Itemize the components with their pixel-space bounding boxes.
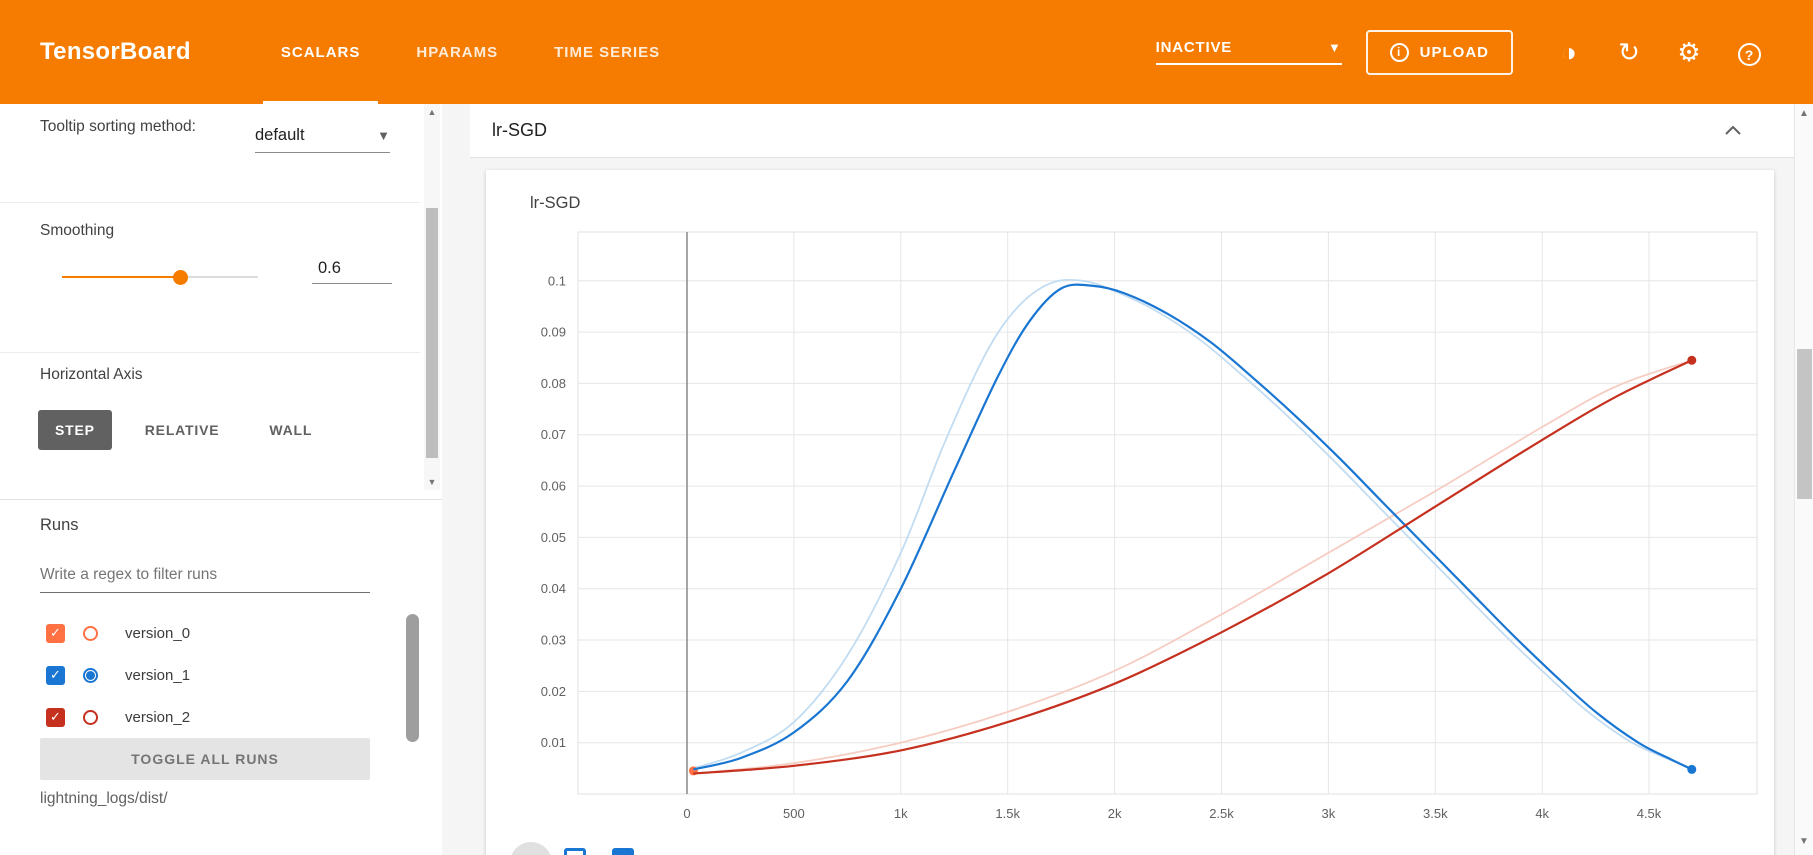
svg-text:0.02: 0.02 — [541, 684, 566, 699]
smoothing-slider-fill — [62, 276, 180, 278]
run-radio[interactable] — [83, 625, 98, 641]
run-row: ✓ version_0 — [0, 612, 420, 654]
svg-text:1k: 1k — [894, 806, 908, 821]
scalar-section-header[interactable]: lr-SGD — [470, 104, 1794, 158]
divider — [0, 202, 420, 203]
run-checkbox[interactable]: ✓ — [46, 707, 65, 727]
toggle-all-runs-button[interactable]: TOGGLE ALL RUNS — [40, 738, 370, 780]
run-row: ✓ version_2 — [0, 696, 420, 738]
question-mark-icon: ? — [1737, 43, 1761, 67]
main-tabs: SCALARS HPARAMS TIME SERIES — [253, 0, 688, 104]
svg-text:500: 500 — [783, 806, 805, 821]
chevron-down-icon: ▼ — [377, 128, 390, 143]
svg-text:0.04: 0.04 — [541, 581, 566, 596]
brightness-icon[interactable]: ◑ — [1561, 37, 1577, 67]
smoothing-value-input[interactable]: 0.6 — [312, 254, 392, 284]
run-radio[interactable] — [83, 667, 98, 683]
chart-toolbar-run-icon[interactable] — [510, 842, 552, 855]
log-directory-label: lightning_logs/dist/ — [40, 790, 168, 807]
axis-button-relative[interactable]: RELATIVE — [128, 410, 237, 450]
data-status-value: INACTIVE — [1155, 39, 1233, 56]
chart-title: lr-SGD — [530, 194, 581, 212]
tab-hparams[interactable]: HPARAMS — [416, 43, 499, 61]
scroll-down-icon[interactable]: ▼ — [1799, 836, 1809, 847]
tooltip-sorting-value: default — [255, 126, 305, 144]
chevron-down-icon: ▼ — [1327, 40, 1342, 55]
svg-text:0.03: 0.03 — [541, 633, 566, 648]
chevron-up-icon — [1725, 125, 1741, 135]
svg-text:0.05: 0.05 — [541, 530, 566, 545]
settings-scrollbar-thumb[interactable] — [426, 208, 438, 458]
horizontal-axis-label: Horizontal Axis — [40, 366, 143, 383]
scroll-down-icon[interactable]: ▼ — [427, 477, 437, 487]
main-content: lr-SGD lr-SGD 0.01 0.02 0.03 0.04 0.05 0.06 0.… — [470, 104, 1794, 855]
svg-text:4k: 4k — [1535, 806, 1549, 821]
upload-button-label: UPLOAD — [1419, 43, 1489, 61]
runs-scrollbar-thumb[interactable] — [406, 614, 419, 742]
svg-text:0.1: 0.1 — [548, 273, 566, 288]
svg-text:2k: 2k — [1108, 806, 1122, 821]
run-label: version_0 — [125, 624, 191, 642]
tab-scalars[interactable]: SCALARS — [253, 0, 389, 104]
svg-text:0.06: 0.06 — [541, 479, 566, 494]
divider — [0, 352, 420, 353]
run-label: version_2 — [125, 708, 191, 726]
axis-button-wall[interactable]: WALL — [252, 410, 329, 450]
data-status-dropdown[interactable]: INACTIVE ▼ — [1155, 39, 1342, 65]
svg-text:1.5k: 1.5k — [995, 806, 1020, 821]
page-scrollbar-thumb[interactable] — [1797, 349, 1812, 499]
run-radio[interactable] — [83, 709, 98, 725]
app-header: TensorBoard SCALARS HPARAMS TIME SERIES … — [0, 0, 1813, 104]
smoothing-label: Smoothing — [40, 222, 115, 239]
svg-text:0: 0 — [683, 806, 690, 821]
runs-filter-input[interactable] — [40, 562, 370, 593]
tab-time-series[interactable]: TIME SERIES — [554, 43, 661, 61]
chart-toolbar-fullsize-icon[interactable] — [564, 848, 586, 855]
header-actions: INACTIVE ▼ i UPLOAD ◑ ↻ ⚙ ? — [1155, 0, 1779, 104]
runs-heading: Runs — [40, 516, 79, 534]
svg-text:0.07: 0.07 — [541, 427, 566, 442]
upload-button[interactable]: i UPLOAD — [1365, 29, 1513, 75]
svg-text:0.08: 0.08 — [541, 376, 566, 391]
settings-sidebar: Tooltip sorting method: default ▼ Smooth… — [0, 104, 442, 855]
run-checkbox[interactable]: ✓ — [46, 623, 65, 643]
scroll-up-icon[interactable]: ▲ — [427, 107, 437, 117]
scalar-chart-card: lr-SGD 0.01 0.02 0.03 0.04 0.05 0.06 0.07 0.08 0… — [486, 170, 1774, 855]
scalar-chart-svg[interactable]: 0.01 0.02 0.03 0.04 0.05 0.06 0.07 0.08 0.09 0.1 0… — [486, 220, 1774, 855]
settings-scrollbar[interactable]: ▲ ▼ — [424, 104, 440, 490]
run-radio-dot — [86, 670, 95, 680]
smoothing-slider[interactable] — [62, 269, 258, 285]
svg-text:3k: 3k — [1322, 806, 1336, 821]
svg-text:4.5k: 4.5k — [1637, 806, 1662, 821]
run-label: version_1 — [125, 666, 191, 684]
tooltip-sorting-label: Tooltip sorting method: — [40, 118, 196, 135]
svg-text:2.5k: 2.5k — [1209, 806, 1234, 821]
svg-text:3.5k: 3.5k — [1423, 806, 1448, 821]
axis-button-step[interactable]: STEP — [38, 410, 112, 450]
tooltip-sorting-dropdown[interactable]: default ▼ — [255, 126, 390, 153]
refresh-icon[interactable]: ↻ — [1618, 37, 1640, 67]
run-row: ✓ version_1 — [0, 654, 420, 696]
svg-text:0.09: 0.09 — [541, 325, 566, 340]
info-icon: i — [1389, 42, 1409, 62]
help-icon[interactable]: ? — [1719, 38, 1779, 67]
svg-text:0.01: 0.01 — [541, 735, 566, 750]
scroll-up-icon[interactable]: ▲ — [1799, 108, 1809, 119]
settings-icon[interactable]: ⚙ — [1677, 37, 1701, 67]
chart-toolbar-pin-icon[interactable] — [612, 848, 634, 855]
horizontal-axis-buttons: STEP RELATIVE WALL — [38, 410, 329, 450]
app-title: TensorBoard — [40, 38, 191, 65]
runs-list: ✓ version_0 ✓ version_1 ✓ version_2 — [0, 612, 420, 738]
page-scrollbar[interactable]: ▲ ▼ — [1794, 104, 1813, 855]
smoothing-slider-thumb[interactable] — [172, 269, 188, 285]
collapse-section-button[interactable] — [1724, 124, 1742, 139]
divider — [0, 499, 442, 500]
section-title: lr-SGD — [492, 120, 547, 140]
run-checkbox[interactable]: ✓ — [46, 665, 65, 685]
